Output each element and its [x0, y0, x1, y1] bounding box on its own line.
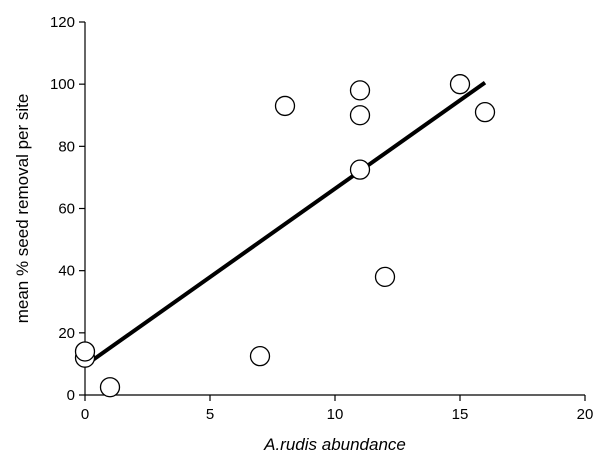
data-point — [99, 377, 121, 398]
data-point — [474, 101, 496, 123]
x-tick-label: 15 — [452, 406, 469, 423]
x-tick-label: 0 — [81, 406, 89, 423]
data-points — [74, 74, 496, 398]
y-tick-label: 100 — [50, 76, 75, 93]
x-tick-label: 10 — [327, 406, 344, 423]
x-axis-title: A.rudis abundance — [263, 435, 406, 454]
regression-line — [83, 80, 487, 368]
data-point — [249, 345, 271, 367]
y-tick-label: 60 — [58, 201, 75, 218]
y-tick-label: 0 — [67, 387, 75, 404]
data-point — [74, 341, 96, 362]
y-tick-label: 80 — [58, 138, 75, 155]
data-point — [274, 95, 296, 117]
y-tick-label: 120 — [50, 14, 75, 31]
data-point — [349, 159, 371, 180]
data-point — [449, 74, 471, 95]
x-axis-ticks: 0 5 10 15 20 — [81, 395, 594, 423]
x-tick-label: 5 — [206, 406, 214, 423]
x-tick-label: 20 — [577, 406, 594, 423]
y-axis-ticks: 0 20 40 60 80 100 120 — [50, 14, 85, 404]
y-tick-label: 20 — [58, 325, 75, 342]
data-point — [349, 80, 371, 101]
data-point — [349, 105, 371, 126]
y-tick-label: 40 — [58, 263, 75, 280]
y-axis-title: mean % seed removal per site — [13, 94, 32, 324]
data-point — [374, 266, 396, 288]
